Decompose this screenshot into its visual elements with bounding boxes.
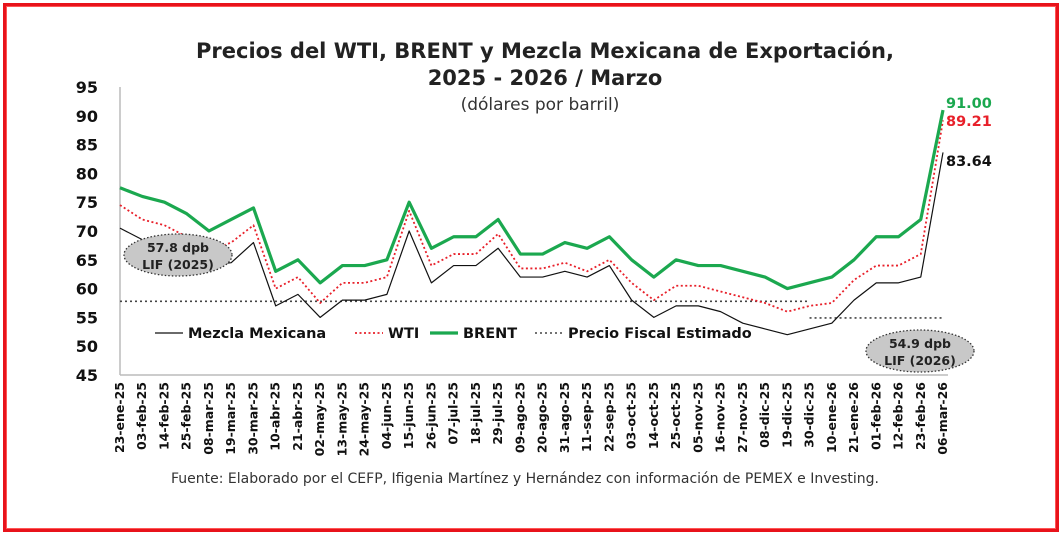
y-tick-label: 60: [76, 280, 98, 299]
x-tick-label: 04-jun-25: [379, 382, 394, 449]
x-tick-label: 31-ago-25: [557, 382, 572, 453]
x-tick-label: 16-nov-25: [713, 382, 728, 453]
end-value-label: 89.21: [946, 114, 992, 130]
legend-label: BRENT: [463, 326, 517, 342]
x-tick-label: 01-feb-26: [868, 382, 883, 450]
lif-annotation-bubble: [123, 233, 233, 277]
x-tick-label: 08-mar-25: [201, 382, 216, 455]
end-value-label: 91.00: [946, 96, 992, 112]
x-tick-label: 10-abr-25: [268, 382, 283, 451]
x-tick-label: 25-oct-25: [668, 382, 683, 449]
chart-title-line2: 2025 - 2026 / Marzo: [428, 66, 663, 90]
x-tick-label: 06-mar-26: [935, 382, 950, 455]
x-tick-label: 03-feb-25: [134, 382, 149, 450]
y-tick-label: 85: [76, 136, 98, 155]
x-tick-label: 29-jul-25: [490, 382, 505, 445]
legend-label: WTI: [388, 326, 419, 342]
chart-title-line1: Precios del WTI, BRENT y Mezcla Mexicana…: [196, 39, 894, 63]
x-tick-label: 23-feb-26: [913, 382, 928, 450]
lif-annotation-bubble: [865, 329, 975, 373]
x-tick-label: 30-dic-25: [802, 382, 817, 448]
x-tick-label: 08-dic-25: [757, 382, 772, 448]
x-tick-label: 23-ene-25: [112, 382, 127, 453]
annotation-line2: LIF (2026): [884, 353, 956, 368]
series-line-brent: [119, 109, 945, 291]
x-tick-label: 12-feb-26: [891, 382, 906, 450]
y-tick-label: 90: [76, 107, 98, 126]
y-tick-label: 75: [76, 193, 98, 212]
x-tick-label: 30-mar-25: [245, 382, 260, 455]
chart-subtitle: (dólares por barril): [461, 95, 620, 115]
x-tick-label: 24-may-25: [357, 382, 372, 456]
x-tick-label: 19-mar-25: [223, 382, 238, 455]
y-tick-label: 70: [76, 222, 98, 241]
x-tick-label: 15-jun-25: [401, 382, 416, 449]
x-tick-label: 02-may-25: [312, 382, 327, 456]
x-tick-label: 03-oct-25: [624, 382, 639, 449]
x-tick-label: 25-feb-25: [179, 382, 194, 450]
source-note: Fuente: Elaborado por el CEFP, Ifigenia …: [171, 471, 879, 487]
series-line-mezcla-mexicana: [119, 152, 944, 336]
annotation-line1: 57.8 dpb: [147, 240, 209, 255]
x-tick-label: 22-sep-25: [601, 382, 616, 452]
series-line-wti: [119, 120, 944, 313]
x-tick-label: 21-abr-25: [290, 382, 305, 451]
x-tick-label: 14-feb-25: [156, 382, 171, 450]
annotation-line2: LIF (2025): [142, 257, 214, 272]
y-tick-label: 65: [76, 251, 98, 270]
y-tick-label: 80: [76, 164, 98, 183]
x-tick-label: 27-nov-25: [735, 382, 750, 453]
x-tick-label: 14-oct-25: [646, 382, 661, 449]
x-tick-label: 20-ago-25: [535, 382, 550, 453]
end-value-label: 83.64: [946, 154, 992, 170]
x-tick-label: 18-jul-25: [468, 382, 483, 445]
chart-frame: [3, 3, 1059, 532]
x-tick-label: 11-sep-25: [579, 382, 594, 452]
legend-label: Precio Fiscal Estimado: [568, 326, 752, 342]
legend-label: Mezcla Mexicana: [188, 326, 326, 342]
x-tick-label: 26-jun-25: [423, 382, 438, 449]
annotation-line1: 54.9 dpb: [889, 336, 951, 351]
x-tick-label: 05-nov-25: [690, 382, 705, 453]
y-tick-label: 45: [76, 366, 98, 385]
y-tick-label: 50: [76, 337, 98, 356]
x-tick-label: 13-may-25: [334, 382, 349, 456]
x-tick-label: 19-dic-25: [779, 382, 794, 448]
x-tick-label: 21-ene-26: [846, 382, 861, 453]
x-tick-label: 10-ene-26: [824, 382, 839, 453]
y-tick-label: 55: [76, 308, 98, 327]
x-tick-label: 07-jul-25: [446, 382, 461, 445]
y-tick-label: 95: [76, 78, 98, 97]
x-tick-label: 09-ago-25: [512, 382, 527, 453]
